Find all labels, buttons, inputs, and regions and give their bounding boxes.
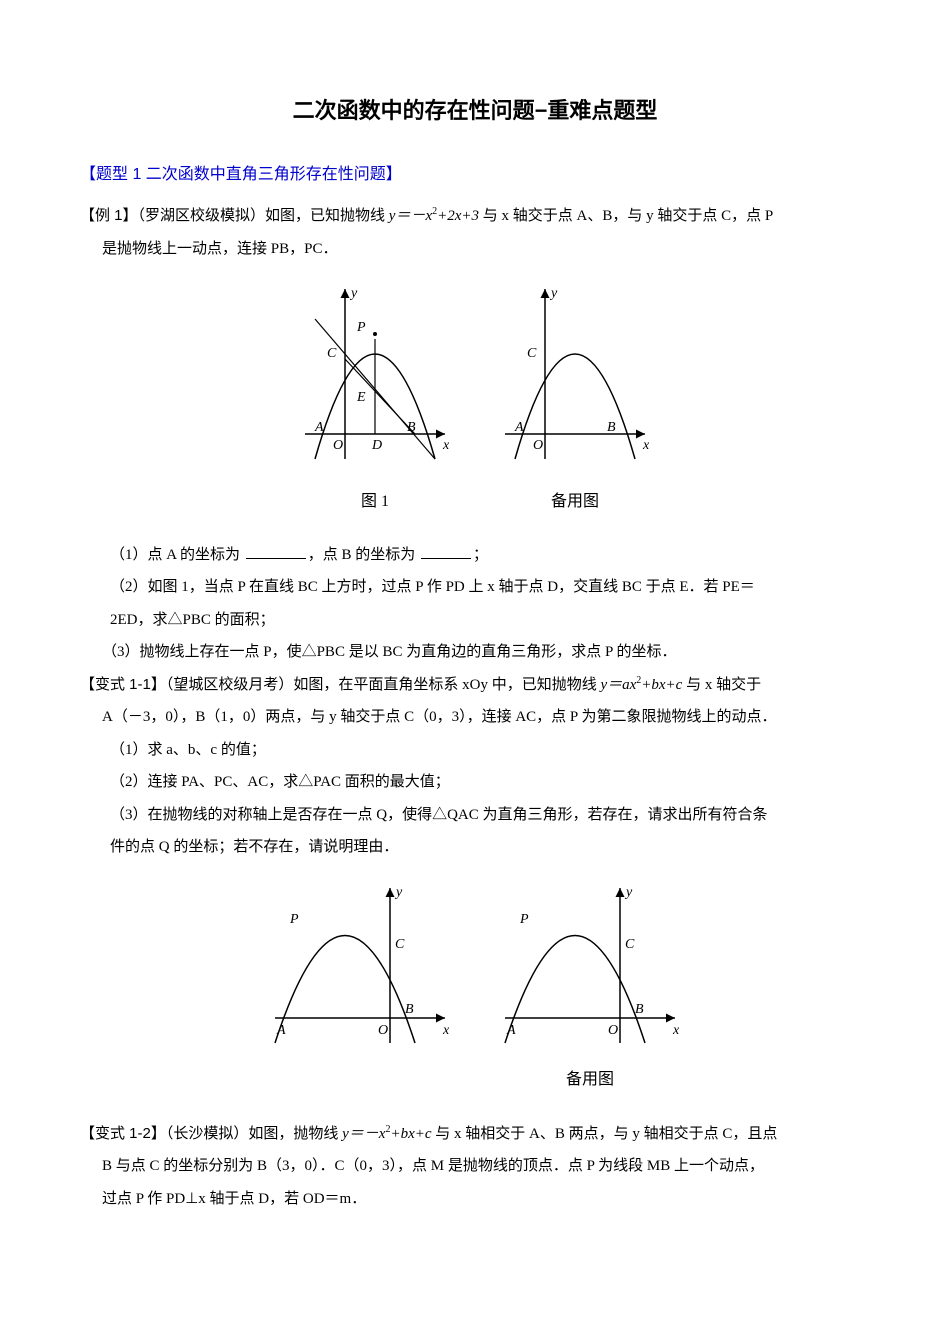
figure-2-svg: y x A B C O bbox=[495, 279, 655, 469]
figure-1-caption: 图 1 bbox=[295, 487, 455, 517]
q1-mid: ，点 B 的坐标为 bbox=[308, 547, 419, 563]
figure-1-svg: y x A B C P E O D bbox=[295, 279, 455, 469]
svg-text:P: P bbox=[519, 912, 529, 927]
figure-1: y x A B C P E O D 图 1 bbox=[295, 279, 455, 517]
variant-1-1-q2: （2）连接 PA、PC、AC，求△PAC 面积的最大值； bbox=[80, 768, 870, 797]
variant-1-1-line1: 【变式 1-1】（望城区校级月考）如图，在平面直角坐标系 xOy 中，已知抛物线… bbox=[80, 671, 870, 700]
eq-suffix: +2x+3 bbox=[437, 208, 479, 224]
figure-2: y x A B C O 备用图 bbox=[495, 279, 655, 517]
variant-1-1-q1: （1）求 a、b、c 的值； bbox=[80, 736, 870, 765]
svg-text:C: C bbox=[327, 346, 337, 361]
variant-1-2-line2: B 与点 C 的坐标分别为 B（3，0）．C（0，3），点 M 是抛物线的顶点．… bbox=[80, 1152, 870, 1181]
svg-text:O: O bbox=[608, 1023, 618, 1038]
v12-eq1: y＝－x bbox=[342, 1126, 385, 1142]
example-1-q1: （1）点 A 的坐标为 ，点 B 的坐标为 ； bbox=[80, 541, 870, 570]
variant-1-1-tail: 与 x 轴交于 bbox=[682, 677, 761, 693]
svg-text:O: O bbox=[378, 1023, 388, 1038]
variant-1-2-source: （长沙模拟）如图，抛物线 bbox=[166, 1126, 342, 1142]
example-1-q2: （2）如图 1，当点 P 在直线 BC 上方时，过点 P 作 PD 上 x 轴于… bbox=[80, 573, 870, 602]
q1-text: （1）点 A 的坐标为 bbox=[110, 547, 244, 563]
svg-text:A: A bbox=[276, 1023, 286, 1038]
svg-text:y: y bbox=[394, 885, 403, 900]
v11-eq2: +bx+c bbox=[641, 677, 682, 693]
variant-1-1-line2: A（－3，0），B（1，0）两点，与 y 轴交于点 C（0，3），连接 AC，点… bbox=[80, 703, 870, 732]
svg-text:B: B bbox=[635, 1002, 644, 1017]
example-1-line2: 是抛物线上一动点，连接 PB，PC． bbox=[80, 235, 870, 264]
q1-end: ； bbox=[473, 547, 488, 563]
figure-4-svg: y x A B C P O bbox=[495, 878, 685, 1048]
svg-text:P: P bbox=[289, 912, 299, 927]
section-1-header: 【题型 1 二次函数中直角三角形存在性问题】 bbox=[80, 160, 870, 190]
svg-text:A: A bbox=[314, 420, 324, 435]
example-1-line1: 【例 1】（罗湖区校级模拟）如图，已知抛物线 y＝－x2+2x+3 与 x 轴交… bbox=[80, 202, 870, 231]
svg-text:y: y bbox=[549, 286, 558, 301]
blank-2[interactable] bbox=[421, 545, 471, 559]
svg-text:O: O bbox=[333, 438, 343, 453]
figures-row-2: y x A B C P O y x A B C P O 备用图 bbox=[80, 878, 870, 1096]
svg-text:x: x bbox=[442, 1023, 450, 1038]
example-1-q2-cont: 2ED，求△PBC 的面积； bbox=[80, 606, 870, 635]
svg-text:E: E bbox=[356, 390, 366, 405]
figure-2-caption: 备用图 bbox=[495, 487, 655, 517]
variant-1-1-q3b: 件的点 Q 的坐标；若不存在，请说明理由． bbox=[80, 833, 870, 862]
svg-text:B: B bbox=[607, 420, 616, 435]
v12-eq2: +bx+c bbox=[390, 1126, 431, 1142]
v11-eq1: y＝ax bbox=[600, 677, 636, 693]
example-1-label: 【例 1】 bbox=[80, 207, 138, 224]
svg-text:P: P bbox=[356, 320, 366, 335]
variant-1-2-label: 【变式 1-2】 bbox=[80, 1125, 166, 1142]
figure-4: y x A B C P O 备用图 bbox=[495, 878, 685, 1096]
example-1-tail: 与 x 轴交于点 A、B，与 y 轴交于点 C，点 P bbox=[479, 208, 773, 224]
variant-1-2-line1: 【变式 1-2】（长沙模拟）如图，抛物线 y＝－x2+bx+c 与 x 轴相交于… bbox=[80, 1120, 870, 1149]
svg-text:C: C bbox=[527, 346, 537, 361]
svg-text:A: A bbox=[514, 420, 524, 435]
figures-row-1: y x A B C P E O D 图 1 y x A B C O 备用 bbox=[80, 279, 870, 517]
svg-text:x: x bbox=[442, 438, 450, 453]
variant-1-1-label: 【变式 1-1】 bbox=[80, 676, 166, 693]
variant-1-2-tail: 与 x 轴相交于 A、B 两点，与 y 轴相交于点 C，且点 bbox=[432, 1126, 778, 1142]
svg-text:B: B bbox=[407, 420, 416, 435]
svg-text:B: B bbox=[405, 1002, 414, 1017]
svg-text:x: x bbox=[642, 438, 650, 453]
variant-1-1-source: （望城区校级月考）如图，在平面直角坐标系 xOy 中，已知抛物线 bbox=[166, 677, 601, 693]
blank-1[interactable] bbox=[246, 545, 306, 559]
svg-text:x: x bbox=[672, 1023, 680, 1038]
svg-text:C: C bbox=[395, 937, 405, 952]
figure-3-svg: y x A B C P O bbox=[265, 878, 455, 1048]
eq-prefix: y＝－x bbox=[389, 208, 432, 224]
example-1-source: （罗湖区校级模拟）如图，已知抛物线 bbox=[138, 208, 389, 224]
figure-4-caption: 备用图 bbox=[495, 1065, 685, 1095]
document-title: 二次函数中的存在性问题−重难点题型 bbox=[80, 90, 870, 132]
example-1-q3: （3）抛物线上存在一点 P，使△PBC 是以 BC 为直角边的直角三角形，求点 … bbox=[80, 638, 870, 667]
svg-text:O: O bbox=[533, 438, 543, 453]
svg-text:A: A bbox=[506, 1023, 516, 1038]
svg-text:y: y bbox=[349, 286, 358, 301]
svg-text:C: C bbox=[625, 937, 635, 952]
variant-1-1-q3a: （3）在抛物线的对称轴上是否存在一点 Q，使得△QAC 为直角三角形，若存在，请… bbox=[80, 801, 870, 830]
figure-3: y x A B C P O bbox=[265, 878, 455, 1096]
svg-text:y: y bbox=[624, 885, 633, 900]
variant-1-2-line3: 过点 P 作 PD⊥x 轴于点 D，若 OD＝m． bbox=[80, 1185, 870, 1214]
svg-text:D: D bbox=[371, 438, 382, 453]
